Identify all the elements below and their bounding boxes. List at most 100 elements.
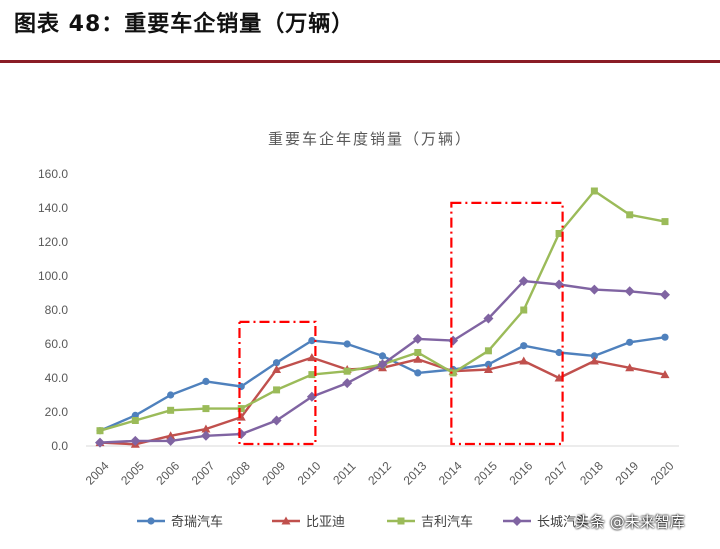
annotation-layer (238, 201, 564, 446)
legend-label: 比亚迪 (306, 515, 345, 530)
data-point (484, 347, 492, 355)
data-point (590, 352, 598, 360)
y-tick-label: 20.0 (45, 405, 69, 419)
data-point (307, 353, 317, 362)
y-tick-label: 80.0 (45, 303, 69, 317)
data-point (202, 405, 210, 413)
series-0 (96, 333, 669, 435)
x-tick-label: 2011 (330, 459, 358, 487)
data-point (625, 363, 635, 372)
data-point (273, 386, 281, 394)
data-point (519, 356, 529, 365)
data-point (626, 338, 634, 346)
data-point (413, 354, 423, 363)
data-point (484, 360, 493, 368)
x-tick-label: 2015 (471, 459, 500, 488)
data-point (342, 378, 353, 389)
x-tick-label: 2004 (83, 459, 112, 488)
data-point (378, 352, 387, 360)
data-point (95, 437, 105, 448)
x-tick-label: 2020 (648, 459, 677, 488)
y-tick-label: 120.0 (38, 235, 68, 249)
y-tick-label: 140.0 (38, 201, 68, 215)
data-point (449, 369, 457, 377)
legend-marker (512, 516, 522, 526)
legend: 奇瑞汽车 比亚迪 吉利汽车 长城汽车 (137, 514, 589, 530)
data-point (200, 430, 211, 441)
data-point (412, 333, 423, 344)
data-point (554, 373, 564, 382)
data-point (555, 230, 563, 237)
y-axis: 0.0 20.0 40.0 60.0 80.0 100.0 120.0 140.0 160.0 (38, 167, 68, 453)
data-point (131, 417, 139, 424)
x-tick-label: 2016 (507, 459, 536, 488)
x-tick-label: 2010 (295, 459, 324, 488)
data-point (308, 371, 316, 379)
y-tick-label: 100.0 (38, 269, 68, 283)
legend-item: 吉利汽车 (387, 514, 473, 530)
data-point (660, 289, 670, 300)
x-tick-label: 2013 (401, 459, 430, 488)
data-point (555, 348, 563, 357)
legend-item: 比亚迪 (272, 515, 345, 530)
legend-label: 奇瑞汽车 (171, 514, 223, 530)
data-point (520, 306, 528, 314)
data-point (624, 286, 635, 297)
data-point (272, 365, 282, 373)
data-point (308, 337, 316, 345)
data-point (165, 435, 176, 446)
data-point (483, 365, 493, 373)
data-point (377, 359, 388, 370)
x-tick-label: 2007 (189, 459, 218, 488)
data-point (414, 349, 422, 356)
x-axis: 2004 2005 2006 2007 2008 2009 2010 2011 2012 2013… (83, 459, 677, 488)
legend-marker (281, 516, 291, 525)
watermark: 头条 @未来智库 (575, 513, 685, 531)
data-point (589, 356, 599, 365)
series-3 (95, 276, 670, 448)
data-point (166, 431, 176, 440)
y-tick-label: 60.0 (45, 337, 69, 351)
series-layer (95, 187, 670, 448)
legend-label: 长城汽车 (537, 514, 589, 530)
data-point (202, 377, 210, 385)
data-point (96, 427, 104, 435)
data-point (520, 342, 528, 350)
data-point (236, 429, 247, 440)
data-point (167, 391, 175, 399)
figure-title: 图表 48：重要车企销量（万辆） (14, 12, 355, 37)
x-tick-label: 2009 (259, 459, 288, 488)
data-point (518, 276, 529, 287)
data-point (130, 435, 141, 446)
data-point (589, 284, 600, 295)
y-tick-label: 160.0 (38, 167, 68, 181)
x-tick-label: 2012 (365, 459, 394, 488)
data-point (661, 218, 669, 226)
legend-marker (147, 517, 155, 525)
data-point (626, 211, 634, 219)
x-tick-label: 2017 (542, 459, 571, 488)
data-point (660, 370, 670, 379)
data-point (167, 406, 175, 414)
data-point (414, 369, 422, 377)
highlight-box (450, 201, 564, 446)
y-tick-label: 0.0 (51, 439, 68, 453)
legend-label: 吉利汽车 (421, 514, 473, 530)
x-tick-label: 2014 (436, 459, 465, 488)
data-point (236, 412, 246, 421)
series-line (99, 189, 666, 432)
data-point (661, 333, 669, 341)
data-point (343, 340, 351, 348)
legend-item: 长城汽车 (503, 514, 589, 530)
chart-title: 重要车企年度销量（万辆） (268, 130, 472, 148)
title-divider (0, 60, 720, 63)
x-tick-label: 2006 (153, 459, 182, 488)
data-point (272, 359, 281, 367)
data-point (271, 415, 282, 426)
series-line (99, 336, 666, 432)
highlight-box (238, 320, 317, 446)
x-tick-label: 2005 (118, 459, 147, 488)
data-point (201, 424, 211, 433)
series-2 (96, 187, 669, 435)
